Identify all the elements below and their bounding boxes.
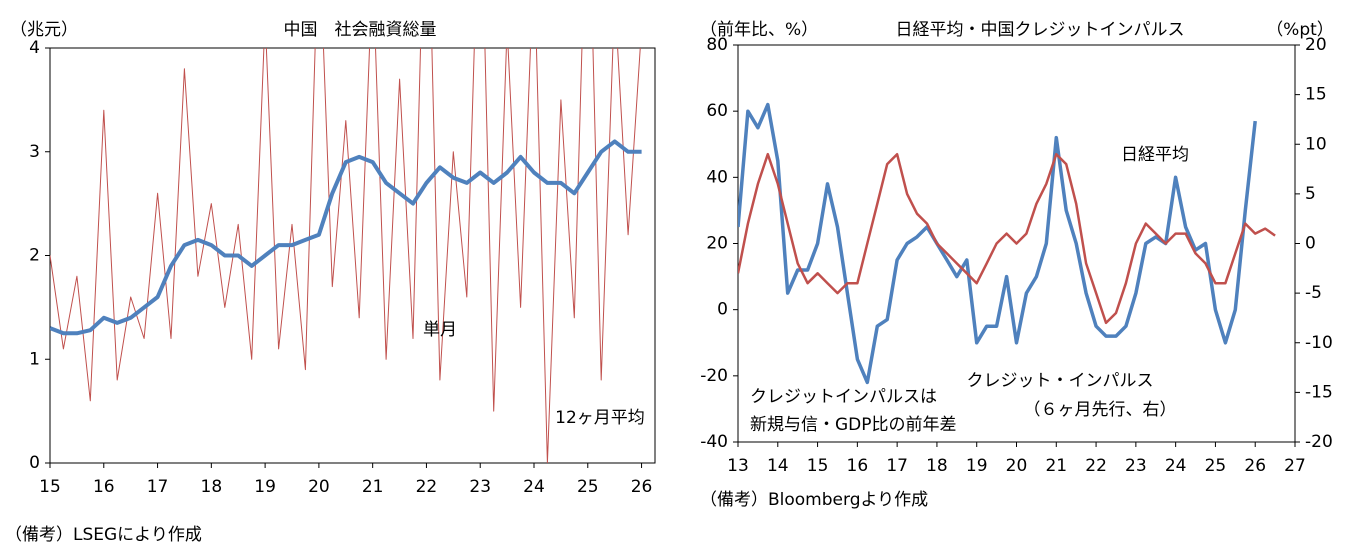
source-note: （備考）Bloombergより作成 [700,490,928,510]
x-tick-label: 19 [254,477,276,497]
annotation: クレジットインパルスは [750,387,937,407]
y-tick-label: 80 [706,35,728,55]
source-note: （備考）LSEGにより作成 [5,525,202,545]
x-tick-label: 20 [308,477,330,497]
x-tick-label: 23 [469,477,491,497]
x-tick-label: 21 [362,477,384,497]
chart-title: 日経平均・中国クレジットインパルス [896,20,1185,40]
y-tick-label: 2 [29,246,40,266]
series-label: クレジット・インパルス [967,371,1154,391]
y2-tick-label: 5 [1305,184,1316,204]
series-label: 日経平均 [1121,145,1189,165]
x-tick-label: 14 [767,456,789,476]
x-tick-label: 20 [1006,456,1028,476]
y-tick-label: -40 [700,432,728,452]
y2-tick-label: 10 [1305,134,1327,154]
y-tick-label: 0 [29,453,40,473]
y2-tick-label: -10 [1305,333,1333,353]
x-tick-label: 24 [1165,456,1187,476]
y-tick-label: 60 [706,101,728,121]
series-label: 12ヶ月平均 [555,408,645,428]
series-label: 単月 [423,320,457,340]
y-tick-label: 0 [717,300,728,320]
series-line [738,102,1257,385]
x-tick-label: 27 [1284,456,1306,476]
y2-tick-label: 15 [1305,85,1327,105]
x-tick-label: 22 [1085,456,1107,476]
y-tick-label: 20 [706,234,728,254]
x-tick-label: 17 [886,456,908,476]
x-tick-label: 22 [416,477,438,497]
x-tick-label: 25 [577,477,599,497]
y-tick-label: -20 [700,366,728,386]
x-tick-label: 18 [201,477,223,497]
x-tick-label: 26 [1244,456,1266,476]
x-tick-label: 15 [39,477,61,497]
x-tick-label: 17 [147,477,169,497]
x-tick-label: 18 [926,456,948,476]
x-tick-label: 13 [727,456,749,476]
y2-axis-label: （%pt） [1266,20,1334,40]
chart-title: 中国 社会融資総量 [284,20,437,40]
y-tick-label: 1 [29,349,40,369]
x-tick-label: 25 [1205,456,1227,476]
y2-tick-label: -15 [1305,382,1333,402]
y-axis-label: （兆元） [10,20,78,40]
x-tick-label: 23 [1125,456,1147,476]
x-tick-label: 16 [93,477,115,497]
y2-tick-label: 20 [1305,35,1327,55]
x-tick-label: 21 [1045,456,1067,476]
series-line [50,48,641,463]
series-line [738,152,1276,325]
y2-tick-label: 0 [1305,234,1316,254]
y2-tick-label: -5 [1305,283,1322,303]
series-line [50,139,642,336]
x-tick-label: 24 [523,477,545,497]
y-axis-label: （前年比、%） [700,20,818,40]
x-tick-label: 16 [847,456,869,476]
annotation: （６ヶ月先行、右） [1024,400,1177,420]
annotation: 新規与信・GDP比の前年差 [750,415,957,435]
y-tick-label: 4 [29,38,40,58]
x-tick-label: 26 [631,477,653,497]
y-tick-label: 40 [706,167,728,187]
y2-tick-label: -20 [1305,432,1333,452]
x-tick-label: 15 [807,456,829,476]
y-tick-label: 3 [29,142,40,162]
x-tick-label: 19 [966,456,988,476]
plot-frame [49,47,656,464]
